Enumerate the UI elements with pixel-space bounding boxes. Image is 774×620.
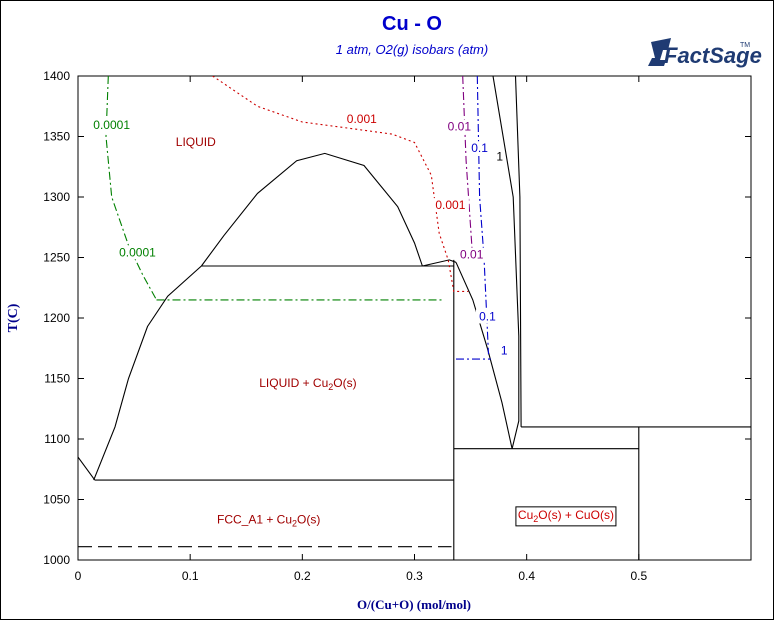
phase-boundary-line: [422, 259, 457, 267]
isobar-label-bg: [495, 149, 505, 164]
phase-boundary-line: [514, 76, 522, 427]
isobar-label-bg: [475, 309, 499, 324]
chart-subtitle: 1 atm, O2(g) isobars (atm): [336, 42, 488, 57]
isobar-label-bg: [468, 141, 492, 156]
isobar-label-bg: [431, 198, 469, 213]
phase-boundary-line: [105, 76, 157, 301]
y-tick-label: 1200: [43, 311, 70, 325]
isobar-label: 0.0001: [119, 245, 156, 259]
isobar-label: 0.001: [435, 198, 465, 212]
y-axis-label: T(C): [6, 303, 21, 332]
isobar-label: 0.001: [347, 112, 377, 126]
y-tick-label: 1350: [43, 130, 70, 144]
phase-boundary-line: [78, 456, 96, 481]
annotation-labels: 0.0001 0.0001 0.001 0.001 0.01 0.01 0.1 0.1 1 1 LI…: [89, 112, 617, 529]
phase-boundary-line: [476, 76, 490, 355]
y-tick-label: 1100: [44, 432, 70, 446]
phase-boundary-line: [93, 265, 202, 481]
chart-title: Cu - O: [382, 13, 442, 35]
isobar-label-bg: [343, 112, 381, 127]
y-tick-label: 1400: [43, 69, 70, 83]
isobar-label: 1: [496, 150, 503, 164]
x-tick-label: 0.2: [294, 569, 311, 583]
isobar-label-bg: [499, 343, 509, 358]
x-tick-label: 0.5: [630, 569, 647, 583]
x-tick-label: 0.1: [182, 569, 199, 583]
logo-text: FactSage: [664, 43, 762, 68]
phase-boundary-line: [212, 76, 469, 292]
isobar-label: 1: [501, 343, 508, 357]
isobar-label: 0.01: [448, 119, 472, 133]
isobar-label: 0.1: [471, 141, 488, 155]
phase-label: LIQUID + Cu2O(s): [259, 376, 356, 392]
isobar-label-bg: [89, 118, 134, 133]
phase-label-box: [515, 506, 617, 527]
x-tick-label: 0: [75, 569, 82, 583]
x-axis-label: O/(Cu+O) (mol/mol): [357, 597, 471, 612]
y-axis-ticks: 1000 1050 1100 1150 1200 1250 1300 1350 1400: [43, 69, 751, 567]
y-tick-label: 1000: [43, 553, 70, 567]
phase-boundary-line: [492, 76, 520, 449]
y-tick-label: 1300: [43, 190, 70, 204]
phase-label: FCC_A1 + Cu2O(s): [217, 513, 320, 529]
phase-boundaries: [78, 76, 751, 560]
y-tick-label: 1050: [43, 493, 70, 507]
phase-boundary-line: [200, 152, 423, 267]
y-tick-label: 1250: [43, 251, 70, 265]
phase-label: LIQUID: [176, 135, 216, 149]
x-tick-label: 0.3: [406, 569, 423, 583]
x-tick-label: 0.4: [518, 569, 535, 583]
isobar-label: 0.0001: [93, 118, 130, 132]
phase-label: Cu2O(s) + CuO(s): [518, 508, 614, 524]
phase-boundary-line: [455, 262, 513, 449]
isobar-label: 0.1: [479, 309, 496, 323]
isobar-label-bg: [115, 245, 160, 260]
phase-boundary-line: [462, 76, 474, 260]
isobar-label: 0.01: [460, 248, 484, 262]
factsage-logo: FactSage TM: [648, 38, 762, 68]
isobar-label-bg: [456, 247, 487, 262]
logo-tm: TM: [740, 42, 750, 49]
y-tick-label: 1150: [44, 372, 70, 386]
isobar-label-bg: [444, 119, 475, 134]
